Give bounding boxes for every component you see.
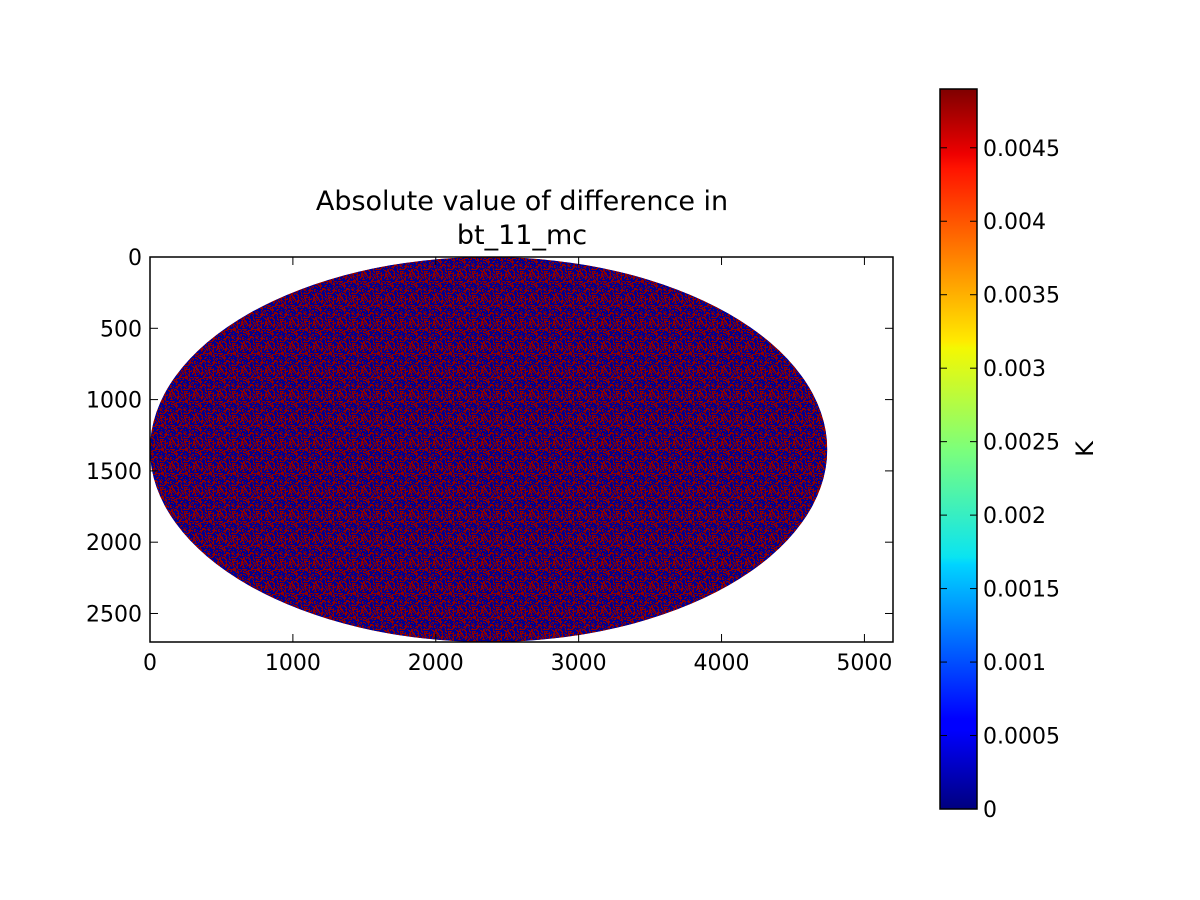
colorbar-tick-label: 0.0035 [983, 284, 1060, 309]
colorbar-tick-label: 0.0005 [983, 725, 1060, 750]
plot-frame [149, 256, 894, 643]
colorbar-label: K [1071, 440, 1099, 457]
x-tick-label: 5000 [836, 651, 892, 676]
x-tick-label: 1000 [265, 651, 321, 676]
colorbar-tick-label: 0 [983, 798, 997, 823]
chart-title-line-2: bt_11_mc [457, 220, 587, 251]
y-tick-label: 2000 [86, 531, 142, 556]
y-tick-label: 0 [128, 246, 142, 271]
disk-noise-texture [150, 257, 828, 642]
colorbar-tick-label: 0.004 [983, 210, 1046, 235]
colorbar-tick-label: 0.003 [983, 357, 1046, 382]
chart-title-line-1: Absolute value of difference in [316, 186, 728, 217]
colorbar-tick-label: 0.0015 [983, 578, 1060, 603]
colorbar: 0 0.0005 0.001 0.0015 0.002 0.0025 0.003 0.0035… [939, 88, 1099, 823]
colorbar-tick-label: 0.0045 [983, 137, 1060, 162]
x-axis: 0 1000 2000 3000 4000 5000 [143, 257, 892, 676]
colorbar-gradient [939, 88, 978, 810]
y-tick-label: 1500 [86, 460, 142, 485]
x-tick-label: 0 [143, 651, 157, 676]
y-tick-label: 500 [100, 317, 142, 342]
y-tick-label: 2500 [86, 602, 142, 627]
colorbar-tick-label: 0.0025 [983, 431, 1060, 456]
x-tick-label: 2000 [408, 651, 464, 676]
y-axis: 0 500 1000 1500 2000 2500 [86, 246, 893, 627]
data-disk [150, 257, 828, 642]
colorbar-ticks: 0 0.0005 0.001 0.0015 0.002 0.0025 0.003 0.0035… [940, 137, 1060, 823]
plot-area: 0 1000 2000 3000 4000 5000 0 500 1000 1500 2000 25… [86, 246, 894, 676]
colorbar-tick-label: 0.001 [983, 651, 1046, 676]
x-tick-label: 4000 [694, 651, 750, 676]
y-tick-label: 1000 [86, 389, 142, 414]
colorbar-tick-label: 0.002 [983, 504, 1046, 529]
x-tick-label: 3000 [551, 651, 607, 676]
